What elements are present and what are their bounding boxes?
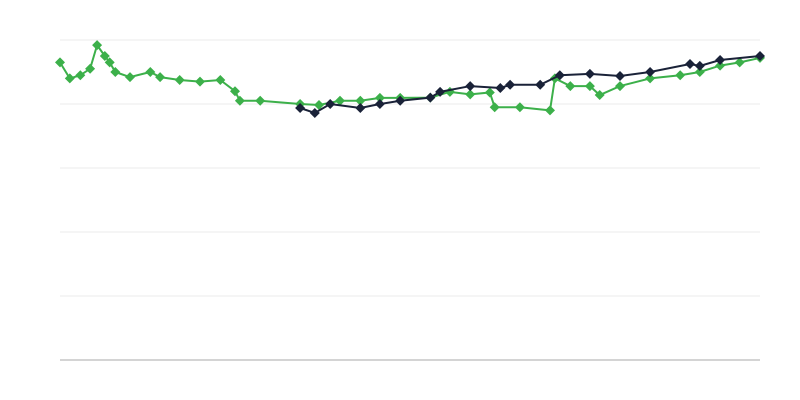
- point-marker: [675, 70, 686, 81]
- point-marker: [645, 67, 656, 77]
- point-marker: [155, 72, 166, 83]
- point-marker: [584, 68, 595, 79]
- point-marker: [295, 103, 306, 113]
- point-marker: [174, 75, 185, 85]
- point-marker: [99, 51, 110, 61]
- point-marker: [355, 103, 366, 113]
- point-marker: [110, 67, 121, 77]
- point-marker: [505, 79, 516, 90]
- point-marker: [395, 95, 406, 106]
- point-marker: [715, 60, 726, 71]
- point-marker: [435, 86, 446, 97]
- point-marker: [255, 95, 266, 106]
- point-marker: [465, 89, 476, 100]
- point-marker: [325, 99, 336, 109]
- point-marker: [584, 81, 595, 92]
- point-marker: [489, 102, 500, 113]
- point-marker: [685, 59, 695, 69]
- point-marker: [734, 57, 745, 68]
- point-marker: [125, 72, 135, 83]
- point-marker: [85, 63, 96, 74]
- point-marker: [594, 90, 605, 101]
- point-marker: [55, 57, 65, 68]
- point-marker: [554, 70, 565, 81]
- point-marker: [715, 55, 726, 65]
- point-marker: [335, 95, 345, 106]
- point-marker: [215, 75, 226, 85]
- point-marker: [64, 73, 75, 84]
- point-marker: [645, 73, 656, 84]
- point-marker: [145, 67, 156, 77]
- point-marker: [484, 87, 495, 98]
- point-marker: [374, 99, 385, 109]
- point-marker: [694, 67, 705, 77]
- point-marker: [195, 76, 205, 87]
- point-marker: [535, 79, 546, 90]
- point-marker: [755, 51, 765, 61]
- point-marker: [75, 70, 86, 81]
- point-marker: [314, 99, 324, 110]
- point-marker: [425, 92, 436, 103]
- point-marker: [565, 81, 576, 92]
- point-marker: [465, 81, 476, 92]
- point-marker: [309, 107, 320, 118]
- point-marker: [374, 92, 385, 103]
- point-marker: [694, 60, 705, 71]
- point-marker: [104, 57, 115, 68]
- point-marker: [615, 71, 625, 81]
- point-marker: [545, 105, 555, 116]
- point-marker: [495, 83, 506, 93]
- point-marker: [615, 81, 625, 92]
- point-marker: [92, 40, 103, 51]
- point-marker: [234, 95, 245, 106]
- point-marker: [355, 95, 366, 106]
- point-marker: [514, 102, 525, 113]
- point-marker: [230, 86, 240, 97]
